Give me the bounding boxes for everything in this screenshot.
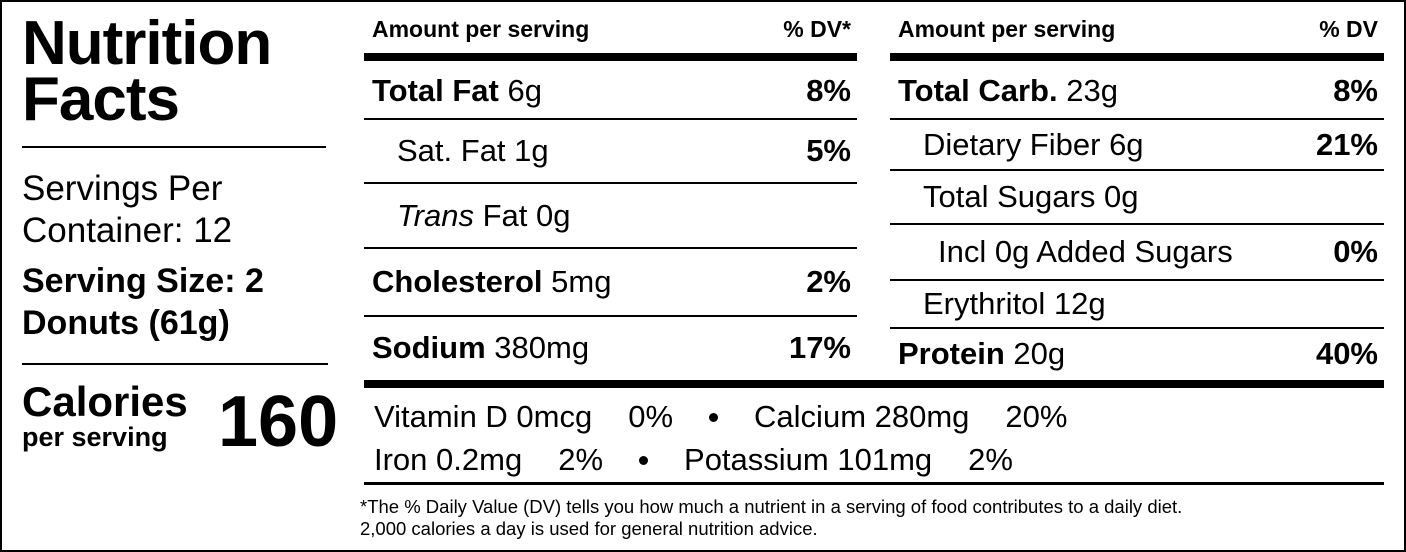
nutrient-row: Trans Fat 0g — [397, 183, 851, 248]
nutrient-amount: 380mg — [494, 330, 590, 365]
nutrient-row: Protein 20g 40% — [898, 328, 1378, 380]
nutrient: Trans Fat 0g — [397, 198, 851, 234]
vitamin-line: Iron 0.2mg 2% Potassium 101mg 2% — [374, 438, 1049, 482]
nutrient-row: Cholesterol 5mg 2% — [372, 248, 851, 316]
nutrient-row: Incl 0g Added Sugars 0% — [938, 224, 1378, 280]
nutrient-amount: 6g — [507, 72, 542, 108]
header-amount: Amount per serving — [898, 16, 1116, 42]
rule — [364, 247, 857, 249]
header-dv: % DV* — [783, 16, 851, 42]
nutrient-dv: 0% — [1333, 234, 1378, 269]
nutrient-row: Sat. Fat 1g 5% — [397, 119, 851, 183]
nutrient: Sat. Fat 1g — [397, 133, 806, 169]
nutrient-name: Protein — [898, 336, 1005, 371]
nutrient-dv: 8% — [806, 72, 851, 108]
nutrient-dv: 40% — [1315, 336, 1378, 371]
nutrient-name: Total Sugars — [923, 179, 1096, 214]
nutrient-amount: 0g — [536, 197, 571, 233]
vitamin-name: Potassium 101mg — [684, 442, 933, 477]
nutrient-dv: 21% — [1315, 126, 1378, 162]
nutrient-name: Total Carb. — [898, 72, 1058, 108]
rule — [22, 146, 326, 148]
header-amount: Amount per serving — [372, 16, 590, 42]
nutrient-dv: 17% — [788, 330, 851, 365]
vitamin-dv: 20% — [1005, 399, 1068, 434]
vitamin-name: Calcium 280mg — [754, 399, 970, 434]
nutrient-row: Dietary Fiber 6g 21% — [923, 119, 1378, 170]
thick-rule — [364, 53, 857, 61]
bullet — [639, 455, 649, 465]
nutrient: Cholesterol 5mg — [372, 264, 806, 300]
rule — [364, 118, 857, 120]
calories-sub: per serving — [22, 422, 168, 452]
rule — [890, 223, 1384, 225]
nutrient-dv: 2% — [806, 264, 851, 299]
nutrient: Incl 0g Added Sugars — [938, 234, 1333, 270]
nutrient-amount: 1g — [514, 133, 549, 168]
footnote: *The % Daily Value (DV) tells you how mu… — [360, 496, 1183, 517]
rule — [22, 363, 328, 365]
serving-size: Serving Size: 2 Donuts (61g) — [22, 262, 264, 342]
rule — [890, 118, 1384, 120]
nutrient-name: Dietary Fiber — [923, 126, 1101, 162]
nutrient-name: Erythritol — [923, 286, 1046, 321]
bullet — [709, 412, 719, 422]
nutrient-row: Total Sugars 0g — [923, 170, 1378, 224]
nutrient-row: Total Fat 6g 8% — [372, 62, 851, 119]
nutrient-dv: 8% — [1333, 72, 1378, 108]
nutrient-row: Total Carb. 23g 8% — [898, 62, 1378, 119]
nutrient-row: Erythritol 12g — [923, 280, 1378, 328]
nutrient-name: Incl 0g Added Sugars — [938, 234, 1233, 269]
thick-rule — [364, 380, 1384, 388]
nutrient: Total Sugars 0g — [923, 179, 1378, 215]
nutrient-name: Sat. Fat — [397, 133, 506, 168]
rule — [890, 169, 1384, 171]
nutrient-amount: 6g — [1109, 126, 1144, 162]
thick-rule — [890, 53, 1384, 61]
vitamin-dv: 0% — [628, 399, 674, 434]
nutrient-italic: Trans — [397, 197, 474, 233]
nutrient-amount: 5mg — [551, 264, 612, 299]
servings: Servings Per Container: 12 — [22, 169, 233, 250]
rule — [364, 315, 857, 317]
vitamin-name: Vitamin D 0mcg — [374, 399, 593, 434]
nutrient: Total Fat 6g — [372, 73, 806, 109]
rule — [364, 182, 857, 184]
rule — [890, 327, 1384, 329]
nutrient-amount: 12g — [1053, 286, 1106, 321]
nutrient: Dietary Fiber 6g — [923, 127, 1316, 163]
rule — [890, 279, 1384, 281]
vitamin-dv: 2% — [968, 442, 1013, 477]
nutrient-row: Sodium 380mg 17% — [372, 316, 851, 380]
nutrient-name: Cholesterol — [372, 264, 543, 299]
nutrient-amount: 23g — [1066, 72, 1118, 108]
nutrient-amount: 20g — [1013, 336, 1066, 371]
nutrient-amount: 0g — [1103, 179, 1139, 214]
nutrient: Protein 20g — [898, 336, 1316, 372]
nutrient: Erythritol 12g — [923, 286, 1378, 322]
vitamin-name: Iron 0.2mg — [374, 442, 523, 477]
title: Nutrition Facts — [22, 9, 272, 134]
footnote: 2,000 calories a day is used for general… — [360, 518, 818, 539]
calories-label: Calories — [22, 378, 188, 425]
nutrient-dv: 5% — [806, 133, 851, 168]
nutrient: Sodium 380mg — [372, 330, 789, 366]
nutrient-name: Total Fat — [372, 72, 499, 108]
calories-value: 160 — [218, 382, 339, 462]
vitamin-line: Vitamin D 0mcg 0% Calcium 280mg 20% — [374, 395, 1103, 439]
header-dv: % DV — [1319, 16, 1378, 42]
vitamin-dv: 2% — [558, 442, 604, 477]
nutrient-name: Sodium — [372, 330, 486, 365]
rule — [364, 482, 1384, 485]
nutrient: Total Carb. 23g — [898, 73, 1333, 109]
nutrient-name: Fat — [482, 197, 528, 233]
